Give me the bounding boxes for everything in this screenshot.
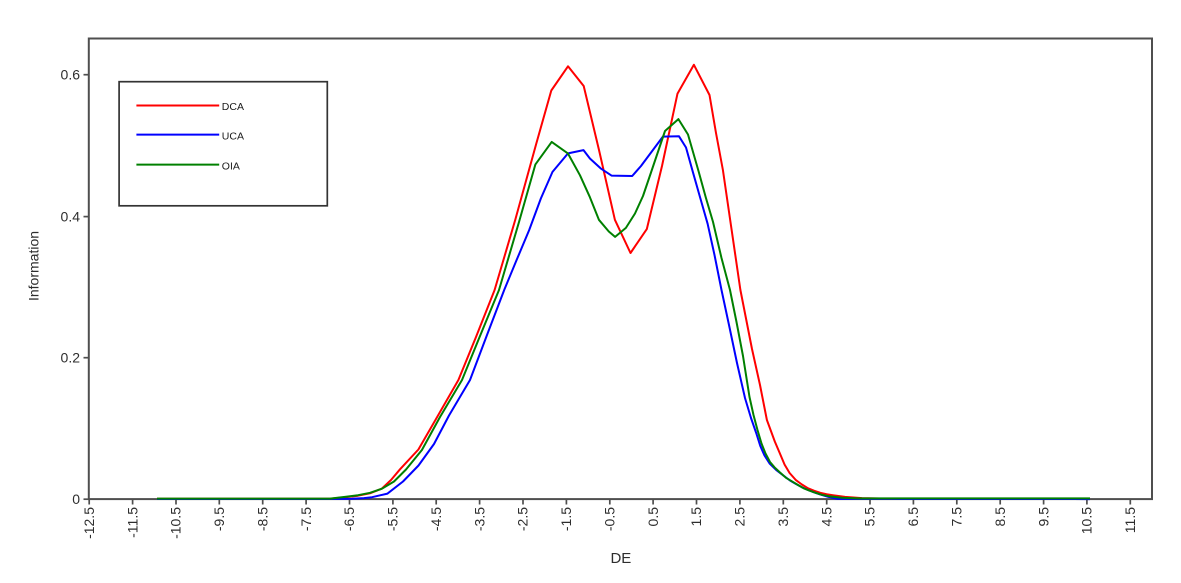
svg-text:-12.5: -12.5 — [81, 507, 97, 539]
svg-text:UCA: UCA — [222, 130, 244, 142]
svg-text:-11.5: -11.5 — [124, 507, 140, 538]
svg-text:0.6: 0.6 — [61, 67, 81, 83]
svg-text:5.5: 5.5 — [862, 507, 878, 527]
svg-text:-7.5: -7.5 — [298, 507, 314, 531]
svg-text:-6.5: -6.5 — [341, 507, 357, 531]
svg-text:-2.5: -2.5 — [515, 507, 531, 531]
svg-text:-5.5: -5.5 — [385, 507, 401, 531]
svg-text:3.5: 3.5 — [775, 507, 791, 527]
svg-text:7.5: 7.5 — [949, 507, 965, 527]
svg-text:8.5: 8.5 — [992, 507, 1008, 527]
svg-text:-9.5: -9.5 — [211, 507, 227, 531]
svg-text:-0.5: -0.5 — [602, 507, 618, 531]
svg-text:DE: DE — [610, 550, 631, 567]
svg-text:0.5: 0.5 — [645, 507, 661, 527]
svg-text:-8.5: -8.5 — [254, 507, 270, 531]
svg-text:0: 0 — [72, 491, 80, 507]
svg-text:0.4: 0.4 — [61, 209, 81, 225]
svg-text:OIA: OIA — [222, 160, 240, 172]
svg-text:DCA: DCA — [222, 101, 244, 113]
svg-text:2.5: 2.5 — [732, 507, 748, 527]
svg-text:-10.5: -10.5 — [168, 507, 184, 539]
svg-text:1.5: 1.5 — [688, 507, 704, 527]
svg-text:4.5: 4.5 — [818, 507, 834, 527]
svg-text:6.5: 6.5 — [905, 507, 921, 527]
svg-text:11.5: 11.5 — [1122, 507, 1138, 533]
svg-text:-3.5: -3.5 — [471, 507, 487, 531]
svg-text:10.5: 10.5 — [1079, 507, 1095, 534]
svg-text:9.5: 9.5 — [1035, 507, 1051, 527]
svg-text:0.2: 0.2 — [61, 350, 81, 366]
svg-text:Information: Information — [25, 231, 41, 301]
svg-text:-4.5: -4.5 — [428, 507, 444, 531]
svg-text:-1.5: -1.5 — [558, 507, 574, 531]
